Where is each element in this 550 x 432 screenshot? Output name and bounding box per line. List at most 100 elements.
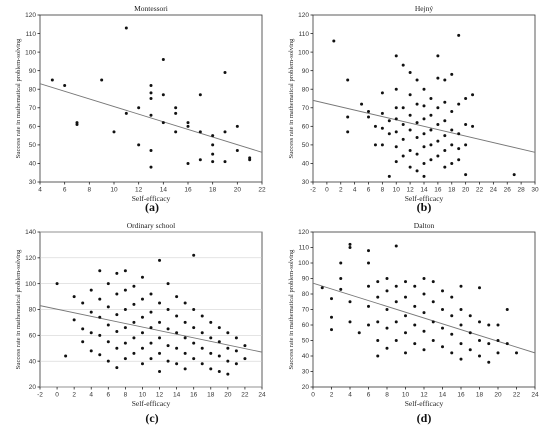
- scatter-point: [81, 340, 85, 344]
- scatter-point: [235, 124, 239, 128]
- scatter-point: [81, 327, 85, 331]
- x-axis-label: Self-efficacy: [405, 194, 444, 203]
- scatter-point: [496, 339, 500, 342]
- scatter-point: [415, 152, 419, 156]
- scatter-point: [459, 284, 463, 288]
- chart-title: Montessori: [134, 4, 168, 13]
- panel-label: (b): [417, 200, 432, 214]
- scatter-point: [408, 93, 412, 97]
- y-tick-label: 30: [29, 179, 37, 186]
- scatter-point: [186, 124, 190, 128]
- scatter-point: [115, 313, 119, 317]
- scatter-point: [385, 289, 389, 293]
- scatter-point: [198, 158, 202, 162]
- scatter-point: [174, 130, 178, 134]
- scatter-point: [404, 314, 407, 318]
- scatter-point: [394, 244, 398, 248]
- y-tick-label: 50: [29, 142, 37, 149]
- scatter-point: [209, 336, 213, 340]
- scatter-point: [459, 323, 463, 327]
- scatter-point: [75, 122, 79, 126]
- scatter-point: [330, 297, 333, 301]
- scatter-point: [183, 336, 187, 340]
- scatter-point: [166, 359, 170, 363]
- scatter-point: [367, 284, 370, 288]
- x-tick-label: 4: [353, 187, 357, 194]
- y-tick-label: 80: [29, 307, 37, 314]
- y-tick-label: 70: [302, 307, 310, 314]
- x-tick-label: 10: [393, 187, 401, 194]
- trend-line: [40, 83, 262, 153]
- scatter-point: [209, 320, 213, 324]
- x-tick-label: 20: [234, 187, 242, 194]
- plot-area: [312, 14, 536, 183]
- scatter-point: [357, 331, 361, 335]
- scatter-point: [166, 344, 170, 348]
- scatter-point: [226, 331, 230, 335]
- scatter-point: [459, 342, 463, 346]
- scatter-point: [457, 102, 461, 106]
- scatter-point: [367, 323, 370, 327]
- x-tick-label: 16: [184, 187, 192, 194]
- scatter-point: [413, 342, 417, 346]
- y-tick-label: 100: [298, 260, 309, 267]
- scatter-point: [123, 357, 127, 361]
- scatter-point: [376, 354, 380, 358]
- x-tick-label: 6: [367, 187, 371, 194]
- scatter-point: [140, 315, 144, 319]
- scatter-point: [149, 91, 153, 95]
- scatter-point: [367, 249, 370, 253]
- scatter-point: [429, 158, 433, 162]
- scatter-point: [346, 78, 350, 82]
- scatter-point: [367, 304, 370, 308]
- scatter-point: [457, 33, 461, 37]
- scatter-point: [394, 87, 398, 91]
- scatter-point: [209, 351, 213, 355]
- y-tick-label: 60: [29, 333, 37, 340]
- scatter-point: [211, 152, 215, 156]
- scatter-point: [124, 26, 128, 30]
- scatter-point: [123, 269, 127, 273]
- x-tick-label: 14: [160, 187, 168, 194]
- scatter-point: [98, 297, 102, 301]
- scatter-point: [112, 130, 116, 134]
- y-tick-label: 60: [302, 124, 310, 131]
- trend-line: [313, 99, 535, 153]
- x-tick-label: -2: [37, 392, 43, 399]
- scatter-point: [422, 348, 426, 352]
- scatter-point: [235, 148, 239, 152]
- x-tick-label: 6: [106, 392, 110, 399]
- scatter-point: [137, 143, 141, 147]
- y-tick-label: 100: [25, 49, 36, 56]
- x-tick-label: 28: [518, 187, 526, 194]
- scatter-point: [404, 351, 407, 355]
- scatter-point: [123, 326, 127, 330]
- y-tick-label: 120: [25, 12, 36, 19]
- scatter-point: [478, 339, 481, 342]
- x-tick-label: 20: [224, 392, 232, 399]
- y-tick-label: 30: [302, 369, 310, 376]
- x-tick-label: 30: [531, 187, 539, 194]
- scatter-point: [175, 346, 179, 350]
- chart-title: Dalton: [414, 221, 435, 230]
- scatter-point: [106, 305, 110, 309]
- scatter-point: [140, 331, 144, 335]
- scatter-point: [373, 124, 377, 128]
- x-tick-label: 16: [190, 392, 198, 399]
- scatter-point: [348, 242, 352, 246]
- scatter-point: [209, 367, 213, 371]
- x-tick-label: 2: [72, 392, 76, 399]
- scatter-point: [175, 362, 179, 366]
- scatter-point: [158, 320, 162, 324]
- scatter-point: [186, 121, 190, 125]
- scatter-point: [243, 344, 247, 348]
- scatter-point: [415, 102, 419, 106]
- scatter-point: [211, 143, 215, 147]
- scatter-point: [468, 331, 472, 335]
- scatter-point: [140, 346, 144, 350]
- marks-layer: [313, 242, 535, 364]
- scatter-point: [320, 286, 324, 290]
- scatter-point: [81, 301, 85, 305]
